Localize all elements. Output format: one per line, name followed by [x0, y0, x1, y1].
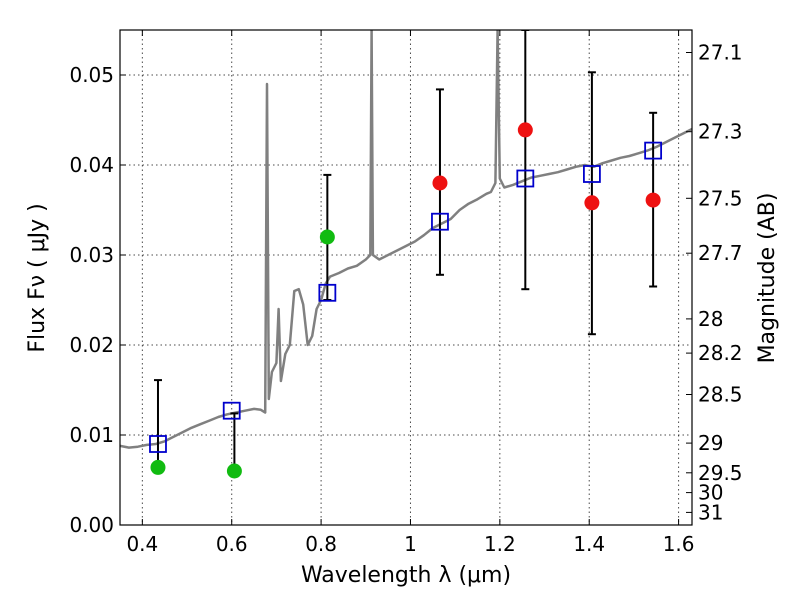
model-square — [222, 401, 241, 420]
y-tick-label: 0.01 — [69, 423, 114, 447]
y-axis-label: Flux Fν ( μJy ) — [25, 203, 50, 352]
y-tick-label: 0.00 — [69, 513, 114, 537]
y-right-tick-label: 31 — [698, 500, 723, 524]
y-right-tick-label: 28 — [698, 307, 723, 331]
model-square — [583, 165, 601, 183]
x-tick-label: 0.6 — [216, 532, 248, 556]
y-right-tick-label: 27.7 — [698, 241, 743, 265]
data-point — [319, 229, 335, 245]
data-point — [226, 463, 242, 479]
y-right-tick-label: 27.5 — [698, 186, 743, 210]
data-point — [584, 195, 600, 211]
marker-layer — [149, 122, 663, 479]
x-tick-label: 1.6 — [663, 532, 695, 556]
x-tick-label: 0.8 — [305, 532, 337, 556]
data-point — [150, 459, 166, 475]
model-square — [149, 435, 167, 453]
x-tick-label: 1.4 — [573, 532, 605, 556]
y-right-tick-label: 28.5 — [698, 383, 743, 407]
y-right-tick-label: 29 — [698, 431, 723, 455]
y-right-tick-label: 27.1 — [698, 41, 743, 65]
model-square — [318, 283, 337, 302]
x-tick-label: 1.2 — [484, 532, 516, 556]
data-point — [517, 122, 533, 138]
model-square — [644, 141, 663, 160]
spectrum-layer — [120, 30, 692, 449]
data-point — [645, 192, 661, 208]
data-point — [432, 175, 448, 191]
model-square — [516, 169, 535, 188]
model-square — [431, 212, 449, 231]
errorbar-layer — [153, 30, 658, 472]
y-tick-label: 0.05 — [69, 63, 114, 87]
y-tick-label: 0.04 — [69, 153, 114, 177]
y-tick-label: 0.03 — [69, 243, 114, 267]
x-tick-label: 0.4 — [126, 532, 158, 556]
x-tick-label: 1 — [404, 532, 417, 556]
y-tick-label: 0.02 — [69, 333, 114, 357]
x-axis-label: Wavelength λ (μm) — [301, 563, 511, 588]
spectrum-line — [120, 30, 692, 449]
tick-layer: 0.4 0.6 0.8 1 1.2 1.4 1.6 0.00 0.01 0.02 0.03 0.04 0… — [69, 30, 743, 556]
grid — [120, 30, 692, 525]
plot-frame — [119, 29, 693, 526]
y-right-tick-label: 27.3 — [698, 120, 743, 144]
y-axis-right-label: Magnitude (AB) — [755, 193, 780, 364]
y-right-tick-label: 29.5 — [698, 461, 743, 485]
y-right-tick-label: 30 — [698, 481, 723, 505]
y-right-tick-label: 28.2 — [698, 341, 743, 365]
